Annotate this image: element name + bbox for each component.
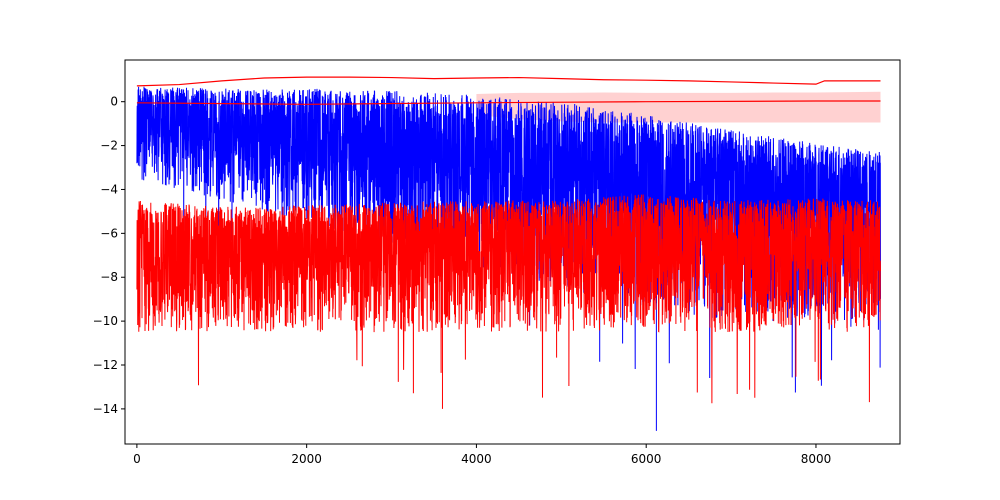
- x-tick-label: 6000: [631, 452, 662, 466]
- axes-layer: 0 2000 4000 6000 8000 0 −2 −4 −6 −8 −10 −12 −14: [93, 95, 832, 466]
- series-3-line: [136, 100, 881, 105]
- y-tick-label: −12: [93, 358, 118, 372]
- y-tick-label: 0: [110, 95, 118, 109]
- y-tick-label: −10: [93, 314, 118, 328]
- series-4-band: [476, 91, 881, 123]
- y-tick-label: −4: [100, 182, 118, 196]
- y-tick-label: −6: [100, 226, 118, 240]
- plot-frame: [124, 59, 901, 445]
- series-1-trace: [136, 194, 881, 404]
- x-tick-label: 4000: [461, 452, 492, 466]
- y-tick-label: −2: [100, 139, 118, 153]
- plot-layer: [136, 76, 881, 431]
- x-tick-label: 0: [133, 452, 141, 466]
- y-tick-label: −14: [93, 402, 118, 416]
- y-tick-label: −8: [100, 270, 118, 284]
- x-tick-label: 2000: [291, 452, 322, 466]
- series-2-line: [136, 76, 881, 87]
- series-0-trace: [136, 86, 881, 393]
- series-group: [136, 76, 881, 431]
- x-tick-label: 8000: [801, 452, 832, 466]
